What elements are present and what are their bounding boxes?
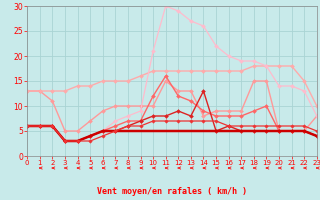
Text: Vent moyen/en rafales ( km/h ): Vent moyen/en rafales ( km/h ) <box>97 187 247 196</box>
